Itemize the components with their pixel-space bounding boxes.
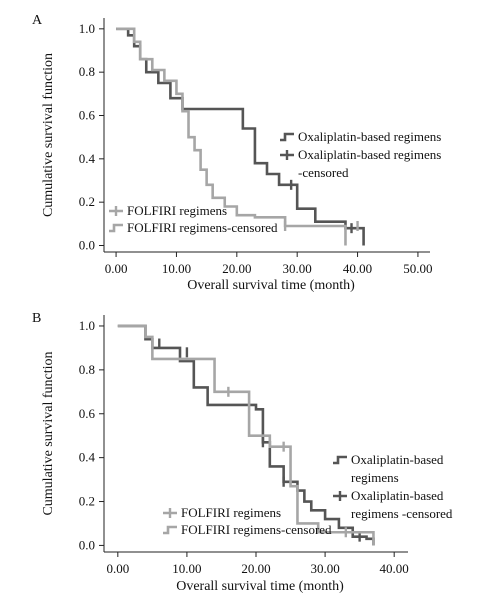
x-tick-label: 0.00 [106, 561, 129, 576]
chart-panel-a: A 0.0 0.2 0.4 0.6 0.8 1.0 0.00 10.00 20.00 30.00 40… [32, 13, 441, 293]
x-tick-label: 30.00 [283, 261, 312, 276]
y-tick-label: 1.0 [79, 318, 95, 333]
y-axis-title: Cumulative survival function [41, 53, 56, 217]
y-tick-label: 0.4 [79, 450, 96, 465]
legend-label: FOLFIRI regimens-censored [181, 522, 332, 537]
legend-label: regimens -censored [351, 506, 453, 521]
y-tick-label: 0.6 [79, 108, 96, 123]
legend-right: Oxaliplatin-based regimens Oxaliplatin-ba… [280, 129, 441, 180]
legend-label: Oxaliplatin-based regimens [298, 129, 441, 144]
x-tick-label: 50.00 [403, 261, 432, 276]
x-tick-label: 40.00 [343, 261, 372, 276]
y-tick-label: 0.2 [79, 194, 95, 209]
legend-symbol-censored [280, 150, 294, 160]
y-tick-label: 0.6 [79, 406, 96, 421]
legend-bottom-left: FOLFIRI regimens FOLFIRI regimens-censore… [109, 203, 278, 235]
x-tick-label: 20.00 [241, 561, 270, 576]
x-tick-label: 10.00 [172, 561, 201, 576]
survival-curve-oxaliplatin [117, 324, 375, 546]
y-axis-title: Cumulative survival function [41, 351, 56, 515]
survival-curve-folfiri [117, 324, 375, 546]
legend-label: Oxaliplatin-based [351, 488, 444, 503]
legend-symbol-censored [333, 491, 347, 501]
y-tick-label: 1.0 [79, 21, 95, 36]
panel-label: B [32, 311, 41, 326]
legend-symbol-censored [163, 508, 177, 518]
legend-label: FOLFIRI regimens [127, 203, 227, 218]
x-tick-label: 20.00 [222, 261, 251, 276]
y-tick-label: 0.0 [79, 238, 95, 253]
legend-bottom-left: FOLFIRI regimens FOLFIRI regimens-censore… [163, 505, 332, 537]
y-tick-label: 0.2 [79, 494, 95, 509]
legend-symbol-curve [163, 525, 177, 535]
legend-symbol-curve [109, 223, 123, 233]
legend-symbol-curve [333, 455, 347, 465]
panel-label: A [32, 13, 43, 28]
y-tick-label: 0.4 [79, 151, 96, 166]
legend-right: Oxaliplatin-based regimens Oxaliplatin-bas… [333, 452, 453, 521]
legend-label: FOLFIRI regimens-censored [127, 220, 278, 235]
x-axis-title: Overall survival time (month) [176, 579, 344, 594]
legend-symbol-censored [109, 206, 123, 216]
x-tick-label: 10.00 [162, 261, 191, 276]
legend-label: -censored [298, 165, 349, 180]
legend-symbol-curve [280, 132, 294, 142]
x-tick-label: 0.00 [105, 261, 128, 276]
y-tick-label: 0.8 [79, 362, 95, 377]
survival-curve-folfiri [116, 27, 347, 246]
x-tick-label: 30.00 [310, 561, 339, 576]
y-tick-label: 0.0 [79, 537, 95, 552]
chart-panel-b: B 0.0 0.2 0.4 0.6 0.8 1.0 0.00 10.00 20.00 30.00 40… [32, 311, 453, 594]
legend-label: Oxaliplatin-based regimens [298, 147, 441, 162]
x-tick-label: 40.00 [380, 561, 409, 576]
x-axis-title: Overall survival time (month) [187, 278, 355, 293]
legend-label: regimens [351, 470, 399, 485]
legend-label: Oxaliplatin-based [351, 452, 444, 467]
y-tick-label: 0.8 [79, 64, 95, 79]
legend-label: FOLFIRI regimens [181, 505, 281, 520]
